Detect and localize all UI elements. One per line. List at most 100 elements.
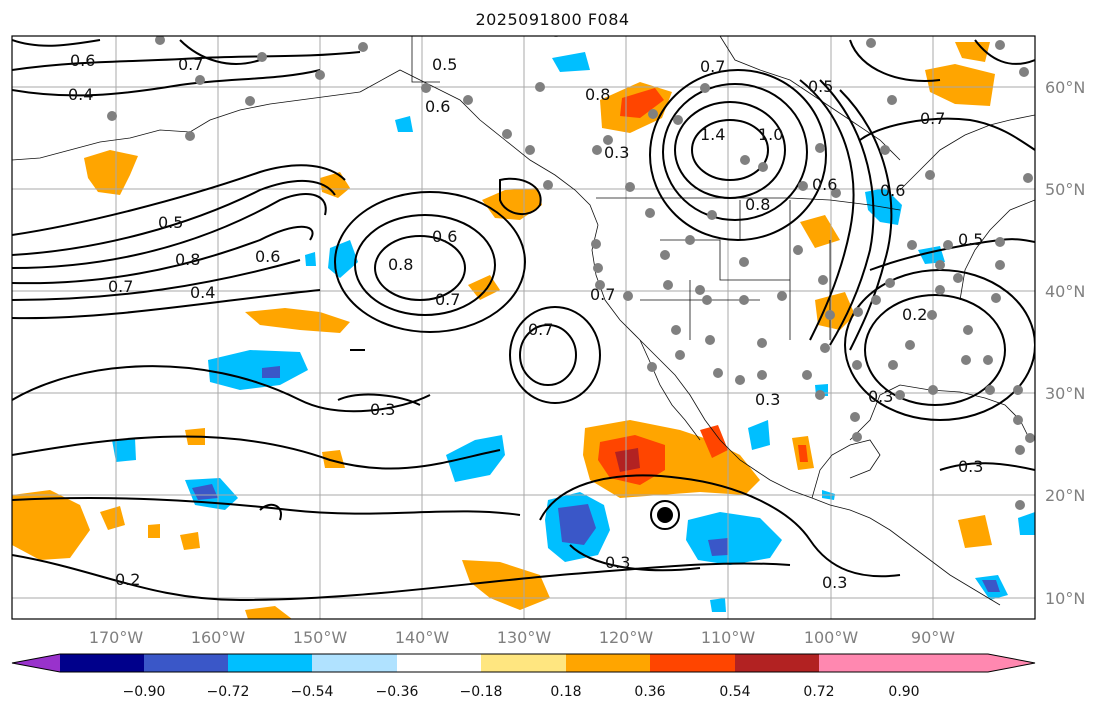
fill-orange-w-pac-2 bbox=[100, 506, 125, 530]
lat-label: 10°N bbox=[1045, 589, 1085, 608]
colorbar-tick-label: 0.90 bbox=[888, 684, 919, 700]
contour-label: 0.7 bbox=[178, 55, 203, 74]
anomaly-shading bbox=[12, 42, 1035, 619]
colorbar-segment bbox=[566, 654, 650, 672]
contour-label: 0.2 bbox=[902, 305, 927, 324]
colorbar-segment bbox=[60, 654, 144, 672]
contour-label: 0.6 bbox=[425, 97, 450, 116]
contour-label: 0.2 bbox=[115, 570, 140, 589]
fill-cyan-baja-s bbox=[748, 420, 770, 450]
plot-title: 2025091800 F084 bbox=[475, 10, 630, 29]
fill-orange-plains bbox=[815, 292, 855, 330]
lon-label: 130°W bbox=[497, 628, 552, 647]
contour-label: 0.5 bbox=[158, 213, 183, 232]
colorbar-tick-label: 0.36 bbox=[634, 684, 665, 700]
colorbar-segment bbox=[312, 654, 397, 672]
contour-lines bbox=[12, 39, 1035, 602]
contour-label: 0.5 bbox=[958, 230, 983, 249]
contour-label: 0.3 bbox=[605, 553, 630, 572]
colorbar-segment bbox=[228, 654, 312, 672]
contour-label: 0.5 bbox=[808, 77, 833, 96]
contour-label: 0.4 bbox=[190, 283, 215, 302]
colorbar-tick-label: −0.18 bbox=[460, 684, 503, 700]
fill-blue-trop-3 bbox=[708, 538, 728, 556]
contour-label: 0.8 bbox=[585, 85, 610, 104]
contour-label: 0.7 bbox=[435, 290, 460, 309]
fill-blue-mid-pac bbox=[262, 366, 280, 378]
contour-label: 0.6 bbox=[255, 247, 280, 266]
fill-orange-w-pac-4 bbox=[322, 450, 345, 468]
contour-label: 0.8 bbox=[388, 255, 413, 274]
contour-label: 0.8 bbox=[745, 195, 770, 214]
colorbar-tick-label: −0.54 bbox=[291, 684, 334, 700]
colorbar-tick-label: −0.90 bbox=[123, 684, 166, 700]
contour-label: 0.5 bbox=[432, 55, 457, 74]
fill-orange-hudson bbox=[925, 64, 995, 106]
latitude-labels: 60°N 50°N 40°N 30°N 20°N 10°N bbox=[1045, 78, 1085, 608]
fill-cyan-gulf-ak bbox=[395, 116, 413, 132]
contour-label: 0.7 bbox=[108, 277, 133, 296]
fill-blue-central-am bbox=[982, 580, 1000, 592]
colorbar-segment bbox=[735, 654, 819, 672]
graticule bbox=[12, 36, 1035, 619]
lat-label: 20°N bbox=[1045, 486, 1085, 505]
contour-label: 0.6 bbox=[70, 51, 95, 70]
fill-orange-s-1 bbox=[245, 606, 292, 619]
longitude-labels: 170°W 160°W 150°W 140°W 130°W 120°W 110°… bbox=[89, 628, 955, 647]
fill-cyan-s bbox=[710, 598, 726, 612]
fill-cyan-east-2 bbox=[1018, 512, 1035, 535]
lon-label: 110°W bbox=[701, 628, 756, 647]
contour-label: 0.7 bbox=[528, 320, 553, 339]
fill-cyan-trop-3 bbox=[686, 512, 782, 565]
contour-label: 0.3 bbox=[822, 573, 847, 592]
contour-label: 0.8 bbox=[175, 250, 200, 269]
contour-label: 0.6 bbox=[812, 175, 837, 194]
contour-label: 0.4 bbox=[68, 85, 93, 104]
station-markers bbox=[107, 36, 1035, 510]
lat-label: 40°N bbox=[1045, 282, 1085, 301]
contour-label-group: 0.6 0.7 0.4 0.5 0.8 0.6 0.7 0.4 0.8 0.6 … bbox=[68, 51, 983, 592]
colorbar-segment bbox=[481, 654, 566, 672]
fill-orange-s-2 bbox=[180, 532, 200, 550]
lon-label: 90°W bbox=[911, 628, 955, 647]
fill-orange-n-pac bbox=[245, 308, 350, 333]
colorbar: −0.90 −0.72 −0.54 −0.36 −0.18 0.18 0.36 … bbox=[11, 653, 1036, 700]
lon-label: 160°W bbox=[191, 628, 246, 647]
fill-cyan-ak bbox=[552, 52, 590, 72]
contour-label: 0.3 bbox=[755, 390, 780, 409]
fill-cyan-mid-pac bbox=[208, 350, 308, 390]
fill-orange-s-3 bbox=[148, 524, 160, 538]
colorbar-tick-label: 0.54 bbox=[719, 684, 750, 700]
contour-label: 1.0 bbox=[758, 125, 783, 144]
lon-label: 150°W bbox=[293, 628, 348, 647]
lat-label: 60°N bbox=[1045, 78, 1085, 97]
colorbar-outline bbox=[11, 653, 1036, 673]
colorbar-segment bbox=[397, 654, 481, 672]
fill-orange-plains-2 bbox=[800, 215, 840, 248]
fill-orange-w-pac-1 bbox=[12, 490, 90, 560]
fill-orange-central-am bbox=[958, 515, 992, 548]
fill-red-ak-panhandle bbox=[620, 88, 664, 118]
contour-label: 0.7 bbox=[700, 57, 725, 76]
lon-label: 170°W bbox=[89, 628, 144, 647]
contour-label: 0.3 bbox=[868, 387, 893, 406]
fill-blue-hi-2 bbox=[192, 484, 218, 500]
contour-label: 0.6 bbox=[880, 181, 905, 200]
lon-label: 120°W bbox=[599, 628, 654, 647]
colorbar-segment bbox=[650, 654, 735, 672]
center-marker bbox=[657, 507, 673, 523]
lat-label: 50°N bbox=[1045, 180, 1085, 199]
colorbar-tick-label: 0.18 bbox=[550, 684, 581, 700]
lat-label: 30°N bbox=[1045, 384, 1085, 403]
contour-label: 0.7 bbox=[920, 109, 945, 128]
contour-label: 0.3 bbox=[958, 457, 983, 476]
colorbar-segment bbox=[144, 654, 228, 672]
fill-cyan-hi bbox=[112, 438, 136, 462]
fill-red-gulf-mex bbox=[798, 445, 808, 462]
contour-label: 0.6 bbox=[432, 227, 457, 246]
contour-label: 0.7 bbox=[590, 285, 615, 304]
fill-orange-pac-nw-1 bbox=[84, 150, 138, 195]
colorbar-segment bbox=[12, 654, 60, 672]
fill-darkred-mexico bbox=[615, 448, 640, 472]
